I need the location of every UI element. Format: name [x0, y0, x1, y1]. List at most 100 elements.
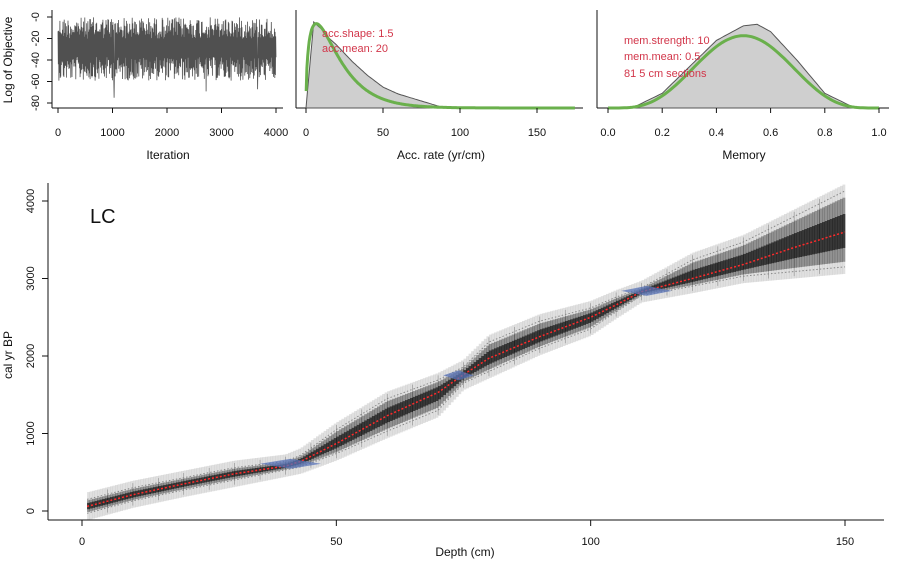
iteration-trace-panel: 0 1000 2000 3000 4000 -0 -20 -40 -60 -80 Iteration…: [1, 10, 288, 162]
objective-trace-line: [57, 17, 277, 98]
accumulation-rate-panel: 0 50 100 150 acc.shape: 1.5 acc.mean: 20 Acc. …: [295, 10, 583, 162]
envelope-core-strip: [720, 261, 724, 275]
envelope-core-strip: [135, 490, 139, 497]
envelope-core-strip: [684, 272, 688, 284]
envelope-core-strip: [783, 237, 787, 261]
envelope-core-strip: [303, 456, 307, 463]
envelope-core-strip: [104, 498, 108, 505]
y-tick-label: -0: [30, 12, 42, 22]
y-tick-label: -40: [30, 52, 42, 68]
envelope-core-strip: [112, 496, 116, 503]
envelope-core-strip: [445, 381, 449, 393]
envelope-core-strip: [809, 227, 813, 255]
envelope-core-strip: [659, 282, 663, 290]
envelope-core-strip: [399, 402, 403, 417]
x-tick-label: 0.4: [709, 127, 724, 139]
envelope-core-strip: [603, 306, 607, 315]
envelope-core-strip: [435, 387, 439, 402]
y-tick-label: -20: [30, 31, 42, 47]
prior-beta-curve: [608, 34, 879, 110]
envelope-core-strip: [674, 276, 678, 286]
envelope-core-strip: [621, 298, 625, 305]
envelope-core-strip: [171, 483, 174, 490]
core-name-label: LC: [90, 206, 116, 228]
envelope-core-strip: [181, 481, 185, 487]
mem-mean-annotation: mem.mean: 0.5: [624, 51, 700, 63]
x-tick-label: 100: [451, 127, 469, 139]
envelope-core-strip: [829, 219, 833, 251]
envelope-core-strip: [832, 218, 836, 251]
envelope-core-strip: [272, 465, 276, 470]
upper-range-line: [86, 190, 846, 500]
envelope-core-strip: [801, 230, 805, 257]
envelope-core-strip: [221, 473, 225, 479]
envelope-core-strip: [249, 468, 253, 474]
envelope-core-strip: [387, 407, 391, 423]
envelope-core-strip: [707, 265, 711, 279]
envelope-core-strip: [193, 478, 197, 485]
envelope-core-strip: [186, 480, 190, 486]
envelope-core-strip: [252, 468, 256, 474]
envelope-core-strip: [689, 270, 693, 283]
envelope-core-strip: [654, 284, 658, 291]
envelope-core-strip: [758, 247, 762, 267]
envelope-core-strip: [521, 336, 525, 350]
envelope-core-strip: [562, 321, 566, 333]
envelope-core-strip: [122, 493, 126, 500]
envelope-core-strip: [819, 223, 823, 253]
envelope-core-strip: [666, 279, 670, 288]
envelope-core-strip: [669, 278, 673, 287]
envelope-core-strip: [488, 350, 492, 364]
envelope-core-strip: [799, 231, 803, 257]
x-axis-label: Memory: [722, 148, 765, 162]
envelope-core-strip: [165, 484, 169, 491]
envelope-core-strip: [524, 335, 528, 349]
envelope-core-strip: [682, 273, 686, 284]
envelope-core-strip: [814, 225, 818, 254]
x-tick-label: 0.6: [763, 127, 778, 139]
envelope-core-strip: [430, 389, 434, 404]
envelope-core-strip: [822, 222, 825, 253]
envelope-core-strip: [229, 471, 233, 478]
envelope-core-strip: [692, 269, 696, 282]
envelope-core-strip: [392, 405, 396, 420]
envelope-core-strip: [697, 268, 701, 281]
envelope-core-strip: [773, 241, 777, 263]
envelope-core-strip: [321, 445, 324, 455]
envelope-core-strip: [839, 215, 843, 249]
envelope-core-strip: [804, 229, 808, 256]
envelope-core-strip: [346, 430, 350, 443]
envelope-core-strip: [504, 344, 508, 357]
envelope-core-strip: [733, 257, 736, 272]
envelope-core-strip: [313, 450, 317, 458]
envelope-core-strip: [237, 470, 240, 476]
envelope-core-strip: [834, 217, 838, 250]
envelope-core-strip: [786, 236, 790, 260]
sections-annotation: 81 5 cm sections: [624, 68, 707, 80]
envelope-core-strip: [158, 486, 162, 492]
acc-shape-annotation: acc.shape: 1.5: [322, 28, 394, 40]
envelope-core-strip: [763, 245, 767, 265]
envelope-core-strip: [478, 358, 482, 370]
envelope-core-strip: [700, 267, 703, 280]
envelope-core-strip: [209, 475, 213, 482]
envelope-core-strip: [837, 216, 841, 250]
envelope-core-strip: [514, 339, 518, 353]
envelope-core-strip: [661, 281, 665, 289]
envelope-core-strip: [265, 466, 268, 472]
envelope-core-strip: [776, 240, 780, 263]
envelope-core-strip: [425, 391, 429, 406]
envelope-core-strip: [735, 256, 739, 272]
envelope-core-strip: [260, 467, 263, 472]
mem-strength-annotation: mem.strength: 10: [624, 35, 710, 47]
envelope-core-strip: [761, 246, 764, 266]
envelope-core-strip: [771, 242, 775, 264]
envelope-core-strip: [410, 397, 413, 413]
x-tick-label: 2000: [155, 127, 179, 139]
envelope-core-strip: [120, 494, 123, 501]
lower-range-line: [86, 266, 846, 514]
y-tick-label: 3000: [25, 266, 37, 290]
x-tick-label: 0: [79, 536, 85, 548]
envelope-core-strip: [432, 388, 436, 403]
